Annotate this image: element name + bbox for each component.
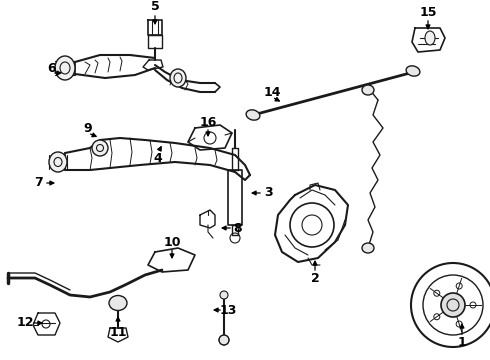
Text: 8: 8 [234,221,243,234]
Text: 15: 15 [419,5,437,18]
Ellipse shape [92,140,108,156]
Text: 1: 1 [458,336,466,348]
Ellipse shape [170,69,186,87]
Ellipse shape [55,56,75,80]
Ellipse shape [425,31,435,45]
Text: 2: 2 [311,271,319,284]
Circle shape [441,293,465,317]
Text: 5: 5 [150,0,159,13]
Text: 10: 10 [163,235,181,248]
Text: 9: 9 [84,122,92,135]
Ellipse shape [49,152,67,172]
Ellipse shape [362,243,374,253]
Ellipse shape [219,335,229,345]
Ellipse shape [362,85,374,95]
Text: 12: 12 [16,316,34,329]
Text: 4: 4 [154,152,162,165]
Ellipse shape [220,291,228,299]
Ellipse shape [246,110,260,120]
Text: 6: 6 [48,62,56,75]
Ellipse shape [109,296,127,310]
Text: 16: 16 [199,116,217,129]
Text: 11: 11 [109,327,127,339]
Text: 7: 7 [34,176,42,189]
Ellipse shape [406,66,420,76]
Text: 14: 14 [263,85,281,99]
Text: 3: 3 [264,186,272,199]
Text: 13: 13 [220,303,237,316]
